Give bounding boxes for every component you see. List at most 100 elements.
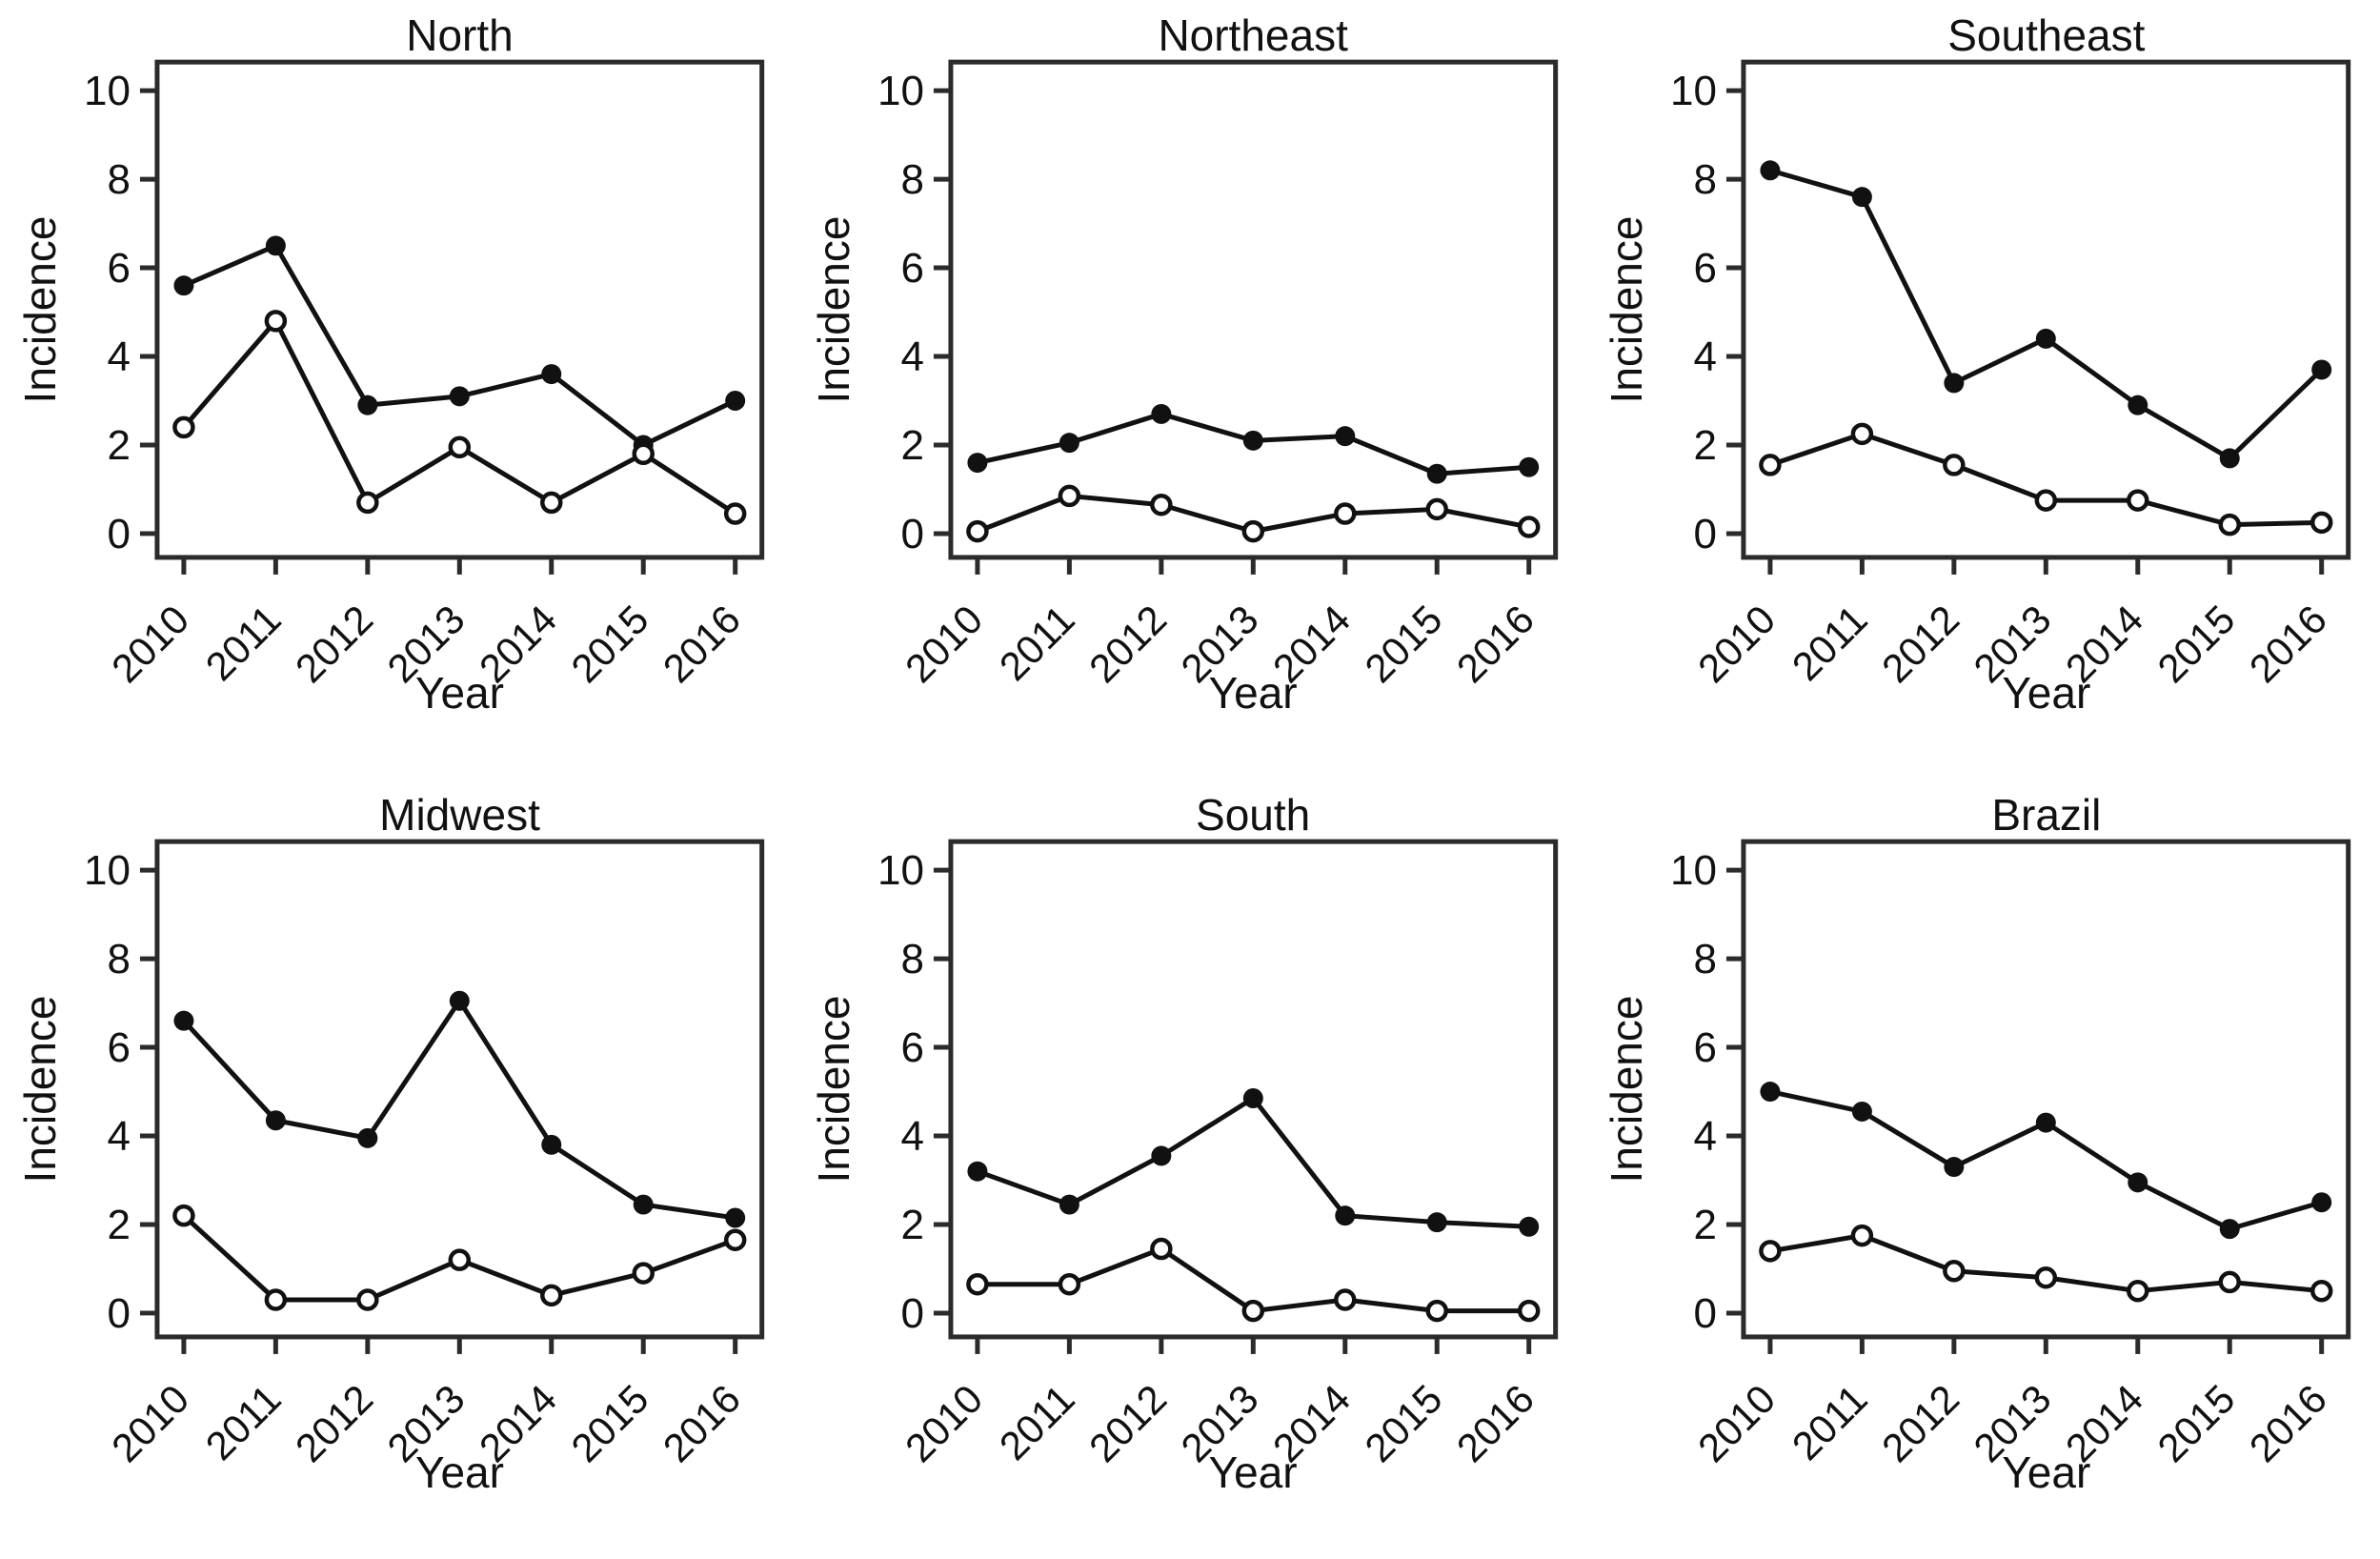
data-point-filled-circle (967, 1161, 988, 1182)
data-point-filled-circle (2311, 359, 2332, 380)
data-point-filled-circle (967, 453, 988, 474)
panel-title-midwest: Midwest (379, 790, 540, 840)
x-axis-label: Year (1208, 668, 1298, 718)
data-point-open-circle (1517, 1299, 1541, 1323)
series-line-filled-circle (182, 243, 736, 448)
data-point-open-circle (2127, 1279, 2149, 1303)
data-point-open-circle (1759, 454, 1782, 476)
data-point-open-circle (1149, 493, 1173, 516)
data-point-open-circle (172, 1204, 195, 1227)
y-tick-label: 10 (1670, 847, 1717, 894)
data-point-open-circle (1333, 1288, 1357, 1311)
data-point-open-circle (2127, 489, 2149, 512)
series-line-open-circle (182, 318, 737, 516)
data-point-filled-circle (1944, 1157, 1965, 1178)
data-point-filled-circle (2128, 1172, 2148, 1193)
data-point-filled-circle (449, 386, 470, 407)
y-tick-label: 0 (1694, 1290, 1717, 1337)
data-point-filled-circle (1852, 187, 1873, 208)
plot-box (1741, 839, 2351, 1340)
data-point-open-circle (1517, 516, 1541, 538)
data-point-open-circle (2034, 489, 2058, 512)
data-point-open-circle (2034, 1266, 2058, 1289)
y-tick-label: 2 (900, 1202, 923, 1248)
data-point-open-circle (1425, 497, 1448, 521)
series-line-filled-circle (182, 998, 736, 1221)
data-point-filled-circle (725, 390, 746, 411)
y-tick-label: 4 (900, 1113, 923, 1160)
data-point-filled-circle (2220, 1219, 2241, 1240)
data-point-filled-circle (1518, 456, 1539, 477)
data-point-filled-circle (2128, 395, 2148, 415)
panel-midwest: Midwest Incidence 0 2 4 6 8 10 2010 2011 2012 201… (0, 780, 794, 1559)
data-point-filled-circle (2220, 448, 2241, 469)
y-tick-label: 10 (877, 847, 924, 894)
panel-title-north: North (406, 10, 514, 60)
data-point-filled-circle (357, 1127, 378, 1148)
y-tick-label: 2 (107, 422, 130, 469)
plot-box (948, 59, 1558, 560)
data-point-filled-circle (2036, 328, 2057, 349)
data-point-open-circle (723, 1228, 747, 1251)
data-point-open-circle (1149, 1237, 1173, 1261)
data-point-filled-circle (1334, 1205, 1355, 1226)
y-tick-label: 2 (1694, 1202, 1717, 1248)
panel-south: South Incidence 0 2 4 6 8 10 2010 2011 2012 2013 2… (794, 780, 1587, 1559)
y-tick-label: 0 (107, 511, 130, 557)
data-point-open-circle (1943, 454, 1966, 476)
y-tick-label: 0 (900, 511, 923, 557)
data-point-open-circle (264, 1288, 288, 1311)
y-tick-label: 8 (900, 156, 923, 203)
y-tick-label: 8 (900, 936, 923, 982)
data-point-open-circle (172, 415, 195, 439)
data-point-open-circle (1241, 1299, 1264, 1323)
y-tick-label: 4 (900, 334, 923, 380)
panel-title-northeast: Northeast (1158, 10, 1348, 60)
x-axis-label: Year (2002, 668, 2091, 718)
data-point-filled-circle (1760, 160, 1781, 181)
panel-title-southeast: Southeast (1947, 10, 2146, 60)
data-point-filled-circle (1426, 463, 1447, 484)
data-point-filled-circle (1242, 430, 1263, 451)
data-point-filled-circle (265, 1110, 286, 1131)
y-tick-label: 0 (107, 1290, 130, 1337)
data-point-open-circle (356, 1288, 379, 1311)
y-tick-label: 10 (1670, 68, 1717, 114)
data-point-filled-circle (1852, 1101, 1873, 1122)
data-point-open-circle (723, 502, 747, 525)
panel-north: North Incidence 0 2 4 6 8 10 2010 2011 2012 2013 2… (0, 0, 794, 780)
data-point-open-circle (1058, 484, 1080, 508)
data-point-filled-circle (2311, 1192, 2332, 1213)
y-tick-label: 0 (1694, 511, 1717, 557)
x-axis-label: Year (1208, 1448, 1298, 1497)
plot-box (1741, 59, 2351, 560)
data-point-filled-circle (173, 275, 194, 296)
data-point-open-circle (448, 435, 472, 459)
data-point-filled-circle (1944, 373, 1965, 394)
data-point-filled-circle (357, 395, 378, 415)
data-point-filled-circle (1151, 1145, 1171, 1166)
data-point-filled-circle (541, 364, 562, 385)
y-tick-label: 4 (107, 1113, 130, 1160)
data-point-filled-circle (1518, 1216, 1539, 1237)
data-point-open-circle (2218, 1270, 2242, 1294)
data-point-filled-circle (2036, 1112, 2057, 1133)
panel-title-south: South (1196, 790, 1311, 840)
data-point-filled-circle (449, 990, 470, 1011)
data-point-open-circle (1850, 1224, 1874, 1247)
data-point-open-circle (1058, 1272, 1080, 1296)
data-point-open-circle (1759, 1240, 1782, 1263)
data-point-filled-circle (1059, 433, 1079, 454)
y-tick-label: 10 (84, 847, 131, 894)
data-point-filled-circle (1334, 426, 1355, 447)
data-point-open-circle (448, 1248, 472, 1271)
data-point-open-circle (1425, 1299, 1448, 1323)
y-tick-label: 6 (900, 1024, 923, 1071)
y-tick-label: 8 (107, 156, 130, 203)
